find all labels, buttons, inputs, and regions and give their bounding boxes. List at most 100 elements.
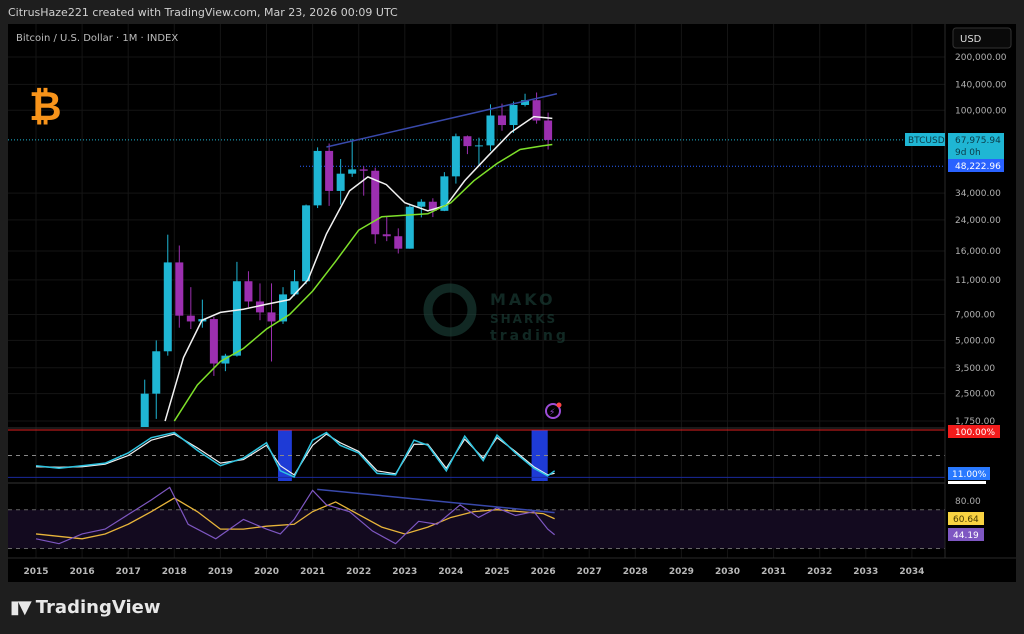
osc-shaded-zone: [278, 430, 292, 481]
candle-body: [440, 176, 449, 211]
candle-body: [405, 206, 414, 249]
candle-body: [255, 301, 264, 313]
rsi-tick-80: 80.00: [955, 497, 981, 507]
time-tick: 2024: [438, 567, 463, 577]
watermark-line3: trading: [490, 328, 569, 344]
level-price: 48,222.96: [955, 162, 1001, 172]
time-tick: 2028: [623, 567, 648, 577]
price-tick: 11,000.00: [955, 276, 1001, 286]
candle-body: [486, 115, 495, 146]
candle-body: [279, 294, 288, 322]
candle-body: [290, 281, 299, 295]
candle-body: [163, 262, 172, 352]
symbol-title: Bitcoin / U.S. Dollar · 1M · INDEX: [16, 33, 178, 44]
tradingview-logo-icon: ▮▼: [10, 597, 32, 618]
bar-countdown: 9d 0h: [955, 148, 981, 158]
candle-body: [498, 115, 506, 126]
time-tick: 2033: [853, 567, 878, 577]
candle-body: [186, 315, 195, 322]
currency-button[interactable]: USD: [952, 27, 1012, 49]
svg-text:⚡: ⚡: [549, 408, 555, 418]
grid: [8, 24, 945, 558]
candle-body: [325, 150, 334, 191]
candle-body: [532, 100, 541, 121]
last-price: 67,975.94: [955, 136, 1001, 146]
candle-body: [313, 150, 322, 206]
time-tick: 2016: [70, 567, 95, 577]
candle-body: [371, 170, 380, 235]
candle-body: [152, 351, 161, 394]
candle-body: [428, 201, 437, 211]
price-tick: 24,000.00: [955, 216, 1001, 226]
candle-body: [521, 100, 530, 105]
candle-body: [394, 236, 403, 249]
candle-body: [302, 205, 311, 282]
shark-logo-icon: [423, 283, 477, 337]
time-tick: 2023: [392, 567, 417, 577]
candle-body: [451, 136, 460, 177]
rsi-ma-line: [35, 497, 555, 540]
time-tick: 2031: [761, 567, 786, 577]
candle-body: [232, 281, 241, 356]
osc-k-line: [35, 431, 556, 478]
watermark-line2: SHARKS: [490, 312, 557, 326]
rsi-divergence-line: [317, 488, 555, 514]
rsi-labels: 80.00 60.64 44.19: [948, 497, 984, 541]
btc-logo-icon: ₿: [29, 84, 62, 130]
rsi-ma-label: 60.64: [953, 515, 979, 525]
candle-body: [382, 234, 391, 237]
ma-fast-line: [164, 115, 553, 422]
price-tick: 16,000.00: [955, 247, 1001, 257]
time-tick: 2021: [300, 567, 325, 577]
rsi-line: [35, 486, 556, 545]
candle-body: [417, 201, 426, 207]
candle-body: [509, 104, 518, 126]
time-tick: 2017: [116, 567, 141, 577]
candle-body: [348, 169, 357, 174]
time-axis[interactable]: 2015 2016 2017 2018 2019 2020 2021 2022 2023 2024…: [23, 567, 924, 577]
osc-upper-label: 100.00%: [955, 428, 995, 438]
candle-body: [209, 319, 218, 364]
time-tick: 2022: [346, 567, 371, 577]
symbol-price-label: BTCUSD 67,975.94 9d 0h 48,222.96: [905, 133, 1004, 172]
time-tick: 2029: [669, 567, 694, 577]
time-tick: 2020: [254, 567, 279, 577]
price-tick: 34,000.00: [955, 189, 1001, 199]
tradingview-wordmark: TradingView: [35, 597, 161, 618]
price-tick: 140,000.00: [955, 80, 1007, 90]
svg-text:₿: ₿: [29, 84, 62, 130]
price-tick: 3,500.00: [955, 364, 995, 374]
watermark-line1: MAKO: [490, 290, 556, 309]
mako-sharks-watermark: MAKO SHARKS trading: [423, 283, 569, 344]
symbol-tag: BTCUSD: [908, 136, 945, 146]
candle-body: [474, 145, 483, 147]
candle-body: [359, 169, 368, 171]
resistance-trendline: [326, 92, 558, 148]
price-tick: 7,000.00: [955, 311, 995, 321]
price-pane: [8, 92, 945, 427]
rsi-value-label: 44.19: [953, 531, 979, 541]
price-tick: 1,750.00: [955, 417, 995, 427]
lightning-alert-icon[interactable]: ⚡: [545, 402, 562, 419]
oscillator-pane: [8, 427, 945, 481]
rsi-pane: [8, 482, 945, 549]
candle-body: [544, 120, 553, 140]
time-tick: 2032: [807, 567, 832, 577]
candle-body: [267, 312, 276, 322]
time-tick: 2034: [899, 567, 924, 577]
price-tick: 100,000.00: [955, 106, 1007, 116]
candle-body: [463, 136, 472, 147]
time-tick: 2030: [715, 567, 740, 577]
candle-body: [140, 393, 149, 427]
osc-lower-label: 11.00%: [952, 470, 987, 480]
tradingview-logo[interactable]: ▮▼ TradingView: [10, 597, 160, 618]
price-tick: 200,000.00: [955, 53, 1007, 63]
candle-body: [244, 281, 253, 302]
time-tick: 2026: [531, 567, 556, 577]
time-tick: 2025: [484, 567, 509, 577]
ma-slow-line: [173, 143, 553, 422]
time-tick: 2027: [577, 567, 602, 577]
price-axis[interactable]: 200,000.00 140,000.00 100,000.00 34,000.00 2…: [955, 53, 1007, 427]
price-tick: 5,000.00: [955, 336, 995, 346]
